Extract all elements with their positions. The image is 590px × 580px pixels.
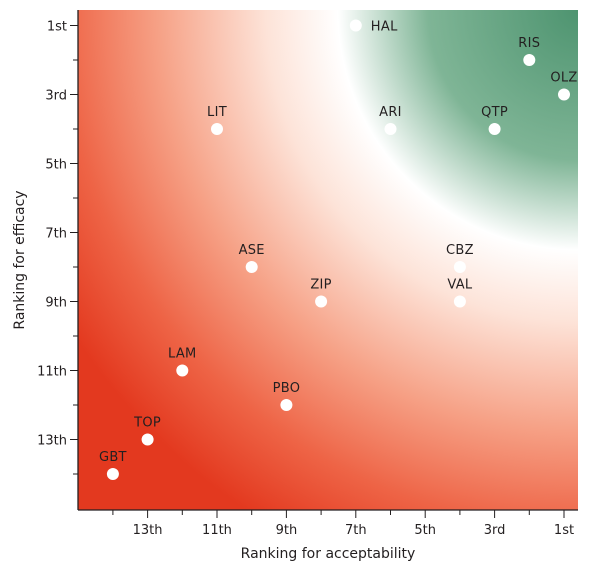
- point-label-ris: RIS: [518, 36, 540, 51]
- y-tick-label: 1st: [47, 20, 67, 35]
- x-tick-label: 13th: [133, 523, 163, 538]
- data-point-ris: [523, 54, 536, 66]
- y-tick-label: 13th: [37, 434, 67, 449]
- x-tick-label: 3rd: [484, 523, 506, 538]
- point-label-lit: LIT: [207, 105, 227, 120]
- x-tick-label: 7th: [345, 523, 367, 538]
- data-point-top: [141, 433, 154, 446]
- point-label-val: VAL: [447, 278, 473, 293]
- data-point-qtp: [488, 123, 501, 135]
- point-label-lam: LAM: [168, 347, 197, 362]
- axes: 1st 3rd 5th 7th 9th 11th 13th 13th 11th 9th 7th 5th…: [37, 10, 578, 538]
- x-axis-title: Ranking for acceptability: [241, 546, 416, 562]
- point-label-hal: HAL: [371, 20, 398, 35]
- data-point-val: [453, 295, 466, 308]
- data-point-ari: [384, 123, 397, 135]
- point-label-zip: ZIP: [310, 278, 331, 293]
- y-tick-label: 7th: [45, 227, 67, 242]
- y-axis-title: Ranking for efficacy: [12, 190, 28, 329]
- data-point-lam: [176, 364, 189, 377]
- point-label-ari: ARI: [379, 105, 402, 120]
- x-tick-label: 1st: [554, 523, 574, 538]
- plot-background: [78, 10, 578, 510]
- x-tick-label: 11th: [202, 523, 232, 538]
- x-tick-label: 9th: [276, 523, 298, 538]
- point-label-pbo: PBO: [273, 381, 301, 396]
- data-point-pbo: [280, 399, 293, 411]
- points: HAL RIS OLZ LIT ARI QTP ASE CBZ ZIP VAL LAM PBO TOP G…: [99, 19, 577, 480]
- point-label-gbt: GBT: [99, 450, 127, 465]
- data-point-hal: [349, 19, 362, 32]
- data-point-zip: [315, 295, 328, 308]
- data-point-lit: [211, 123, 223, 135]
- data-point-cbz: [453, 261, 466, 273]
- y-tick-label: 3rd: [45, 89, 67, 104]
- point-label-top: TOP: [133, 416, 161, 431]
- data-point-ase: [245, 261, 258, 273]
- y-tick-label: 11th: [37, 365, 67, 380]
- data-point-gbt: [106, 468, 119, 480]
- x-tick-label: 5th: [414, 523, 436, 538]
- data-point-olz: [558, 88, 570, 101]
- y-tick-label: 5th: [45, 158, 67, 173]
- y-tick-label: 9th: [45, 296, 67, 311]
- point-label-ase: ASE: [239, 243, 265, 258]
- point-label-olz: OLZ: [550, 71, 577, 86]
- point-label-qtp: QTP: [481, 105, 508, 120]
- point-label-cbz: CBZ: [446, 243, 474, 258]
